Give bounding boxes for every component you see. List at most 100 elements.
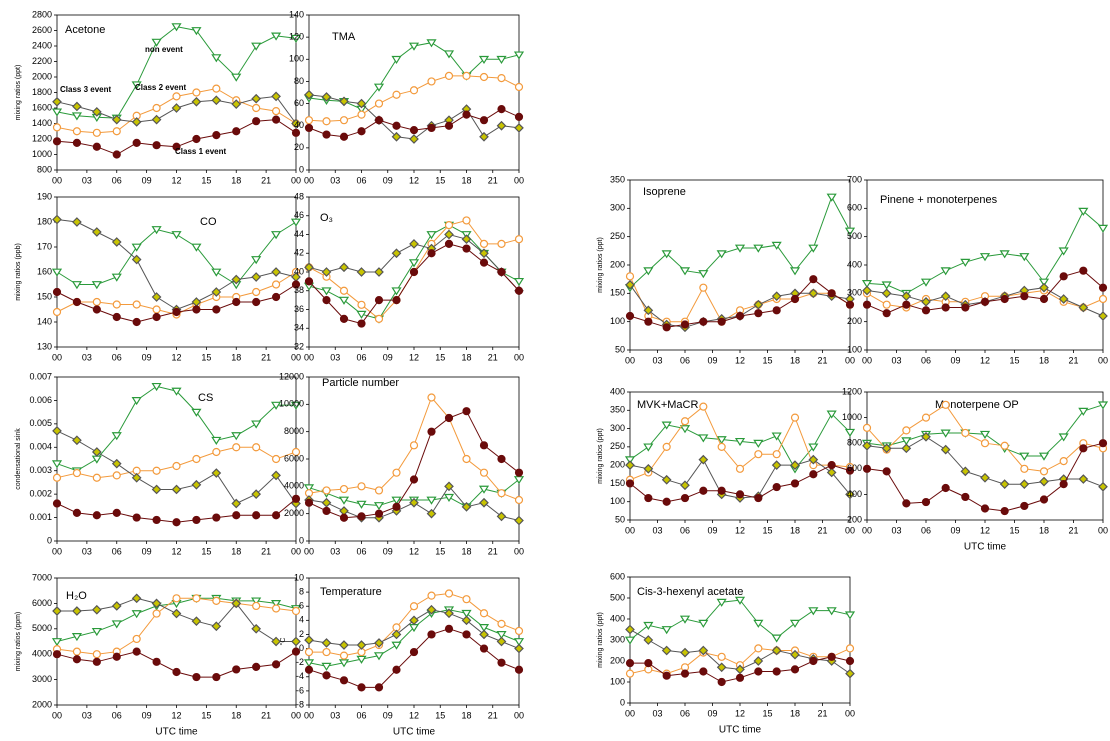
marker	[1020, 501, 1029, 511]
x-tick-label: 18	[1039, 355, 1049, 365]
x-tick-label: 00	[845, 708, 855, 718]
y-tick-label: 180	[37, 216, 52, 226]
marker	[131, 472, 142, 483]
marker	[409, 441, 419, 450]
marker	[251, 256, 262, 265]
marker	[1039, 476, 1049, 487]
marker	[291, 606, 301, 616]
marker	[392, 90, 401, 99]
marker	[940, 267, 951, 276]
y-tick-label: 6000	[284, 453, 304, 463]
y-tick-label: 1400	[32, 118, 52, 128]
x-tick-label: 18	[461, 175, 471, 185]
y-tick-label: 2600	[32, 25, 52, 35]
marker	[902, 426, 911, 435]
x-tick-label: 12	[409, 546, 419, 556]
y-tick-label: 100	[610, 496, 625, 506]
x-tick-label: 00	[514, 352, 524, 362]
series-annotation: Class 1 event	[175, 147, 226, 156]
marker	[845, 656, 855, 666]
marker	[357, 683, 366, 692]
x-tick-label: 00	[625, 525, 635, 535]
x-tick-label: 21	[817, 355, 827, 365]
marker	[479, 239, 489, 248]
marker	[192, 88, 201, 97]
marker	[291, 494, 301, 503]
marker	[717, 486, 726, 495]
x-tick-label: 06	[356, 546, 366, 556]
y-tick-label: 160	[37, 266, 52, 276]
marker	[427, 427, 436, 436]
marker	[151, 598, 162, 609]
marker	[151, 226, 162, 235]
x-tick-label: 18	[1039, 525, 1049, 535]
marker	[271, 660, 281, 669]
marker	[52, 287, 62, 297]
marker	[271, 267, 281, 277]
marker	[131, 593, 142, 604]
marker	[901, 437, 912, 446]
marker	[514, 286, 524, 295]
y-tick-label: 6000	[32, 598, 52, 608]
marker	[92, 657, 101, 666]
marker	[661, 645, 672, 656]
marker	[1098, 311, 1108, 321]
y-tick-label: 300	[610, 634, 625, 644]
marker	[827, 652, 836, 661]
marker	[753, 244, 764, 253]
marker	[497, 74, 506, 83]
y-tick-label: 0.006	[29, 395, 52, 405]
x-tick-label: 15	[201, 352, 211, 362]
y-tick-label: 4000	[284, 481, 304, 491]
marker	[339, 314, 349, 323]
x-tick-label: 09	[142, 352, 152, 362]
marker	[322, 486, 331, 495]
marker	[232, 511, 241, 520]
marker	[111, 601, 122, 611]
marker	[1059, 480, 1068, 489]
panel-title: Temperature	[320, 586, 382, 598]
marker	[444, 608, 454, 619]
marker	[479, 248, 489, 259]
x-tick-label: 21	[488, 546, 498, 556]
marker	[51, 460, 63, 469]
marker	[191, 27, 202, 36]
marker	[844, 611, 856, 620]
y-axis-label: mixing ratios (ppb)	[15, 243, 22, 301]
marker	[112, 652, 121, 661]
y-tick-label: 600	[610, 571, 625, 581]
x-tick-label: 03	[891, 355, 901, 365]
marker	[479, 72, 489, 82]
marker	[152, 515, 161, 525]
marker	[514, 82, 524, 92]
marker	[427, 77, 436, 86]
y-tick-label: 150	[610, 478, 625, 488]
x-tick-label: 03	[330, 546, 340, 556]
marker	[427, 630, 436, 639]
marker	[304, 498, 314, 507]
y-tick-label: 300	[610, 203, 625, 213]
marker	[625, 479, 635, 488]
marker	[232, 127, 241, 136]
marker	[1039, 282, 1049, 293]
marker	[1058, 247, 1069, 256]
marker	[462, 110, 471, 119]
marker	[211, 436, 222, 445]
marker	[921, 413, 931, 422]
marker	[51, 638, 63, 647]
marker	[716, 436, 727, 445]
marker	[132, 300, 141, 309]
marker	[151, 484, 162, 495]
y-tick-label: 7000	[32, 572, 52, 582]
marker	[497, 658, 506, 667]
y-tick-label: 38	[294, 285, 304, 295]
panel-title: Pinene + monoterpenes	[880, 194, 998, 206]
marker	[252, 297, 261, 307]
marker	[479, 131, 489, 142]
marker	[374, 638, 384, 648]
marker	[271, 600, 282, 609]
marker	[271, 280, 281, 289]
marker	[211, 468, 222, 478]
marker	[72, 101, 82, 112]
y-tick-label: 500	[610, 592, 625, 602]
